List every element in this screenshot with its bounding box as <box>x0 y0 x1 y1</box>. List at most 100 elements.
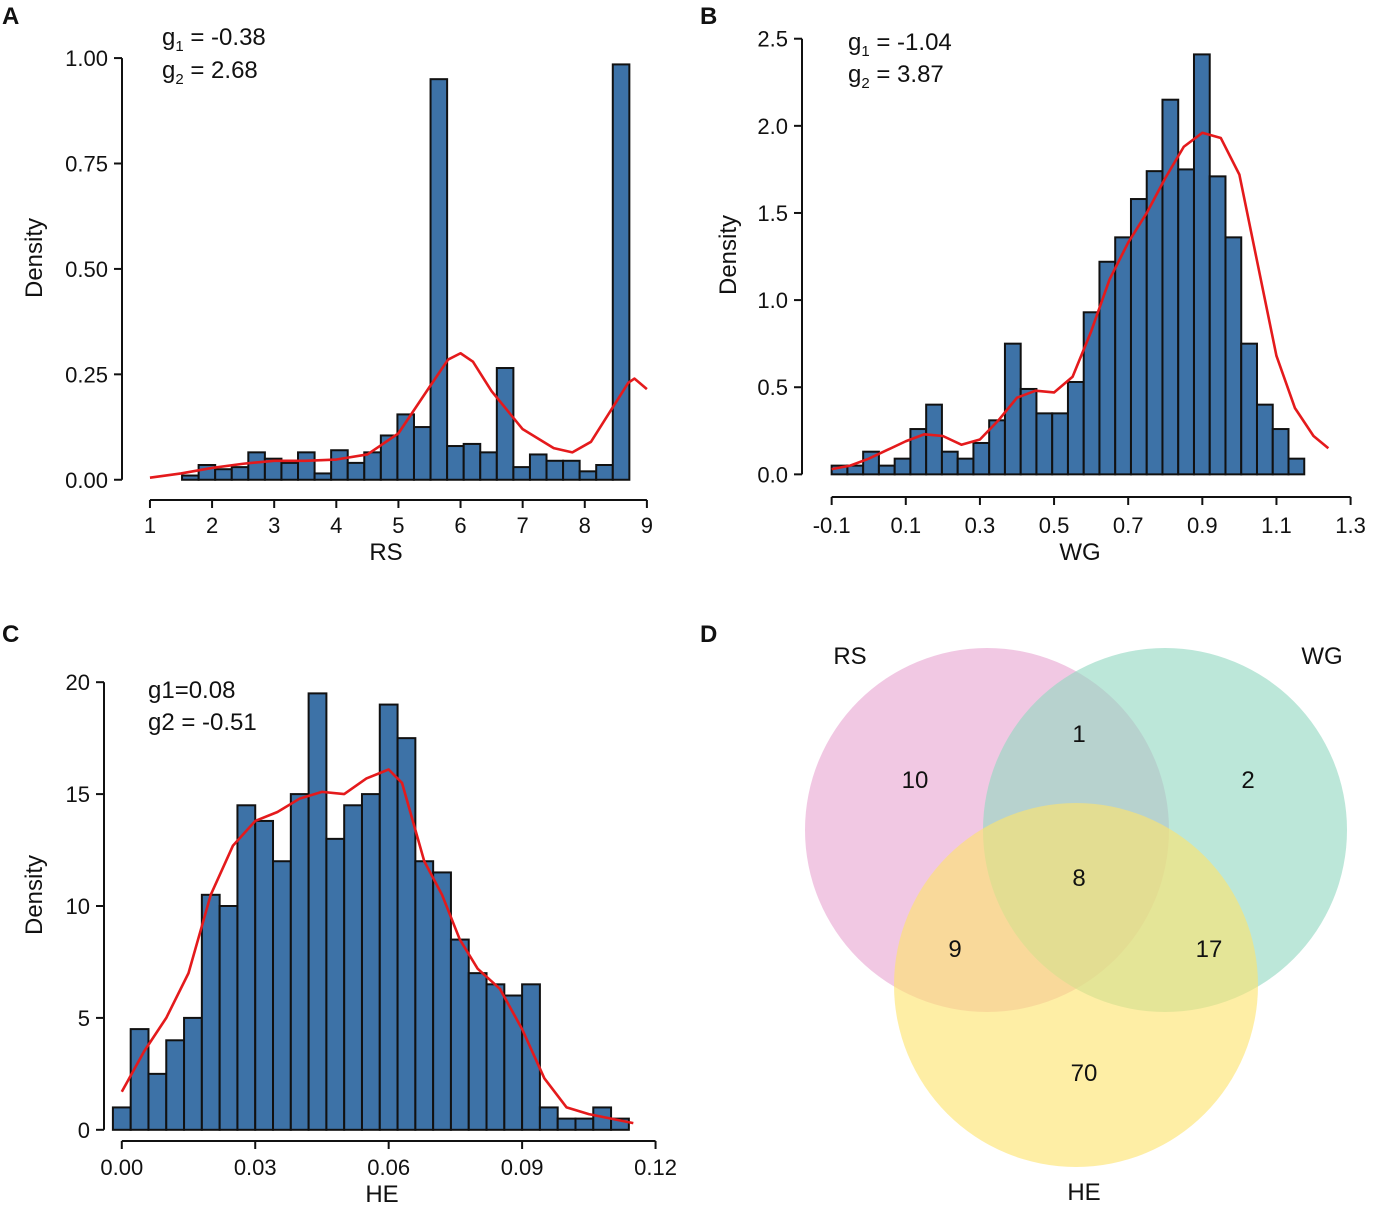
x-axis-title-wg: WG <box>1059 539 1100 566</box>
histogram-bar <box>343 804 363 1131</box>
density-curve <box>120 768 634 1125</box>
x-tick-label: 0.5 <box>1039 513 1070 538</box>
histogram-bar <box>1019 387 1038 476</box>
y-tick-label: 0.5 <box>757 375 788 400</box>
x-tick-label: 0.3 <box>965 513 996 538</box>
histogram-bar <box>325 837 346 1131</box>
panel-letter-a: A <box>2 3 19 30</box>
venn-set-label-rs: RS <box>833 643 866 670</box>
y-tick-label: 0.25 <box>65 362 108 387</box>
histogram-bar <box>574 1117 595 1131</box>
histogram-bar <box>1098 260 1117 476</box>
panel-letter-c: C <box>2 621 19 648</box>
histogram-bar <box>165 1039 186 1131</box>
x-axis-title-he: HE <box>365 1181 398 1208</box>
panel-letter-b: B <box>700 3 717 30</box>
x-axis-title-rs: RS <box>369 539 402 566</box>
histogram-bar <box>972 441 991 476</box>
histogram-bar <box>528 453 548 481</box>
histogram-bar <box>147 1072 168 1131</box>
g2-stat-he: g2 = -0.51 <box>148 709 257 736</box>
venn-count-rs-he: 9 <box>948 936 961 963</box>
y-axis-title-wg: Density <box>715 215 742 295</box>
histogram-bar <box>462 442 482 481</box>
histogram-bar <box>360 793 381 1131</box>
x-tick-label: 4 <box>330 513 342 538</box>
histogram-bar <box>562 459 581 481</box>
histogram-bar <box>1129 198 1148 476</box>
x-tick-label: 2 <box>206 513 218 538</box>
y-tick-label: 20 <box>66 670 90 695</box>
y-tick-label: 0 <box>78 1118 90 1143</box>
x-tick-label: 1.1 <box>1261 513 1292 538</box>
histogram-bar <box>1051 412 1069 476</box>
venn-count-rs-only: 10 <box>902 767 929 794</box>
density-curve <box>149 351 648 479</box>
venn-count-rs-wg: 1 <box>1072 721 1085 748</box>
x-tick-label: 8 <box>579 513 591 538</box>
x-tick-label: 0.03 <box>234 1155 277 1180</box>
histogram-bar <box>313 472 333 481</box>
histogram-bar <box>1145 170 1164 476</box>
venn-count-all-three: 8 <box>1072 865 1085 892</box>
g2-stat-wg: g2 = 3.87 <box>848 61 944 92</box>
venn-diagram: RS WG HE 10 2 1 8 9 17 70 <box>805 643 1347 1206</box>
venn-circle-he <box>894 803 1258 1167</box>
histogram-bar <box>363 451 382 481</box>
histogram-bar <box>1208 175 1227 476</box>
histogram-bar <box>956 457 975 476</box>
histogram-bar <box>1066 380 1085 476</box>
histogram-bar <box>346 461 366 481</box>
g2-stat-rs: g2 = 2.68 <box>162 57 258 88</box>
x-tick-label: 0.1 <box>890 513 921 538</box>
histogram-bar <box>129 1028 150 1131</box>
y-tick-label: 0.0 <box>757 462 788 487</box>
histogram-bar <box>1161 98 1180 476</box>
histogram-bar <box>230 466 250 481</box>
density-curve <box>831 131 1330 471</box>
venn-set-label-he: HE <box>1067 1179 1100 1206</box>
histogram-rs: g1 = -0.38 g2 = 2.68 0.00 0.25 0.50 0.75 1.0… <box>21 24 653 566</box>
histogram-bar <box>1224 236 1243 476</box>
histogram-bar <box>893 457 912 476</box>
histogram-bar <box>877 464 896 476</box>
g1-stat-he: g1=0.08 <box>148 677 235 704</box>
histogram-bar <box>1177 168 1195 476</box>
histogram-bar <box>610 1117 630 1131</box>
y-tick-label: 0.00 <box>65 468 108 493</box>
x-tick-label: 6 <box>454 513 466 538</box>
venn-count-wg-only: 2 <box>1241 767 1254 794</box>
histogram-bar <box>1035 412 1054 476</box>
histogram-bar <box>512 466 531 481</box>
histogram-bar <box>485 983 506 1131</box>
histogram-bar <box>521 983 541 1131</box>
x-tick-label: 0.00 <box>100 1155 143 1180</box>
y-axis-title-rs: Density <box>21 218 48 298</box>
y-axis-title-he: Density <box>21 855 48 935</box>
histogram-bar <box>289 793 310 1131</box>
x-tick-label: 0.09 <box>501 1155 544 1180</box>
venn-count-wg-he: 17 <box>1196 936 1223 963</box>
histogram-bar <box>1192 53 1211 476</box>
x-tick-label: 1.3 <box>1335 513 1366 538</box>
histogram-bar <box>414 860 435 1131</box>
y-tick-label: 2.5 <box>757 27 788 52</box>
histogram-bar <box>183 1016 203 1131</box>
y-tick-label: 0.50 <box>65 257 108 282</box>
y-tick-label: 1.0 <box>757 288 788 313</box>
g1-stat-wg: g1 = -1.04 <box>848 29 952 60</box>
histogram-bar <box>280 461 300 481</box>
x-tick-label: 0.06 <box>367 1155 410 1180</box>
histogram-bar <box>538 1106 559 1131</box>
histogram-bar <box>218 905 239 1131</box>
venn-set-label-wg: WG <box>1301 643 1342 670</box>
histogram-bar <box>330 449 349 481</box>
g1-stat-rs: g1 = -0.38 <box>162 24 266 55</box>
histogram-bar <box>214 468 233 481</box>
histogram-bar <box>236 804 257 1131</box>
histogram-bar <box>429 78 449 481</box>
x-tick-label: 9 <box>641 513 653 538</box>
y-tick-label: 10 <box>66 894 90 919</box>
histogram-bar <box>467 972 488 1131</box>
